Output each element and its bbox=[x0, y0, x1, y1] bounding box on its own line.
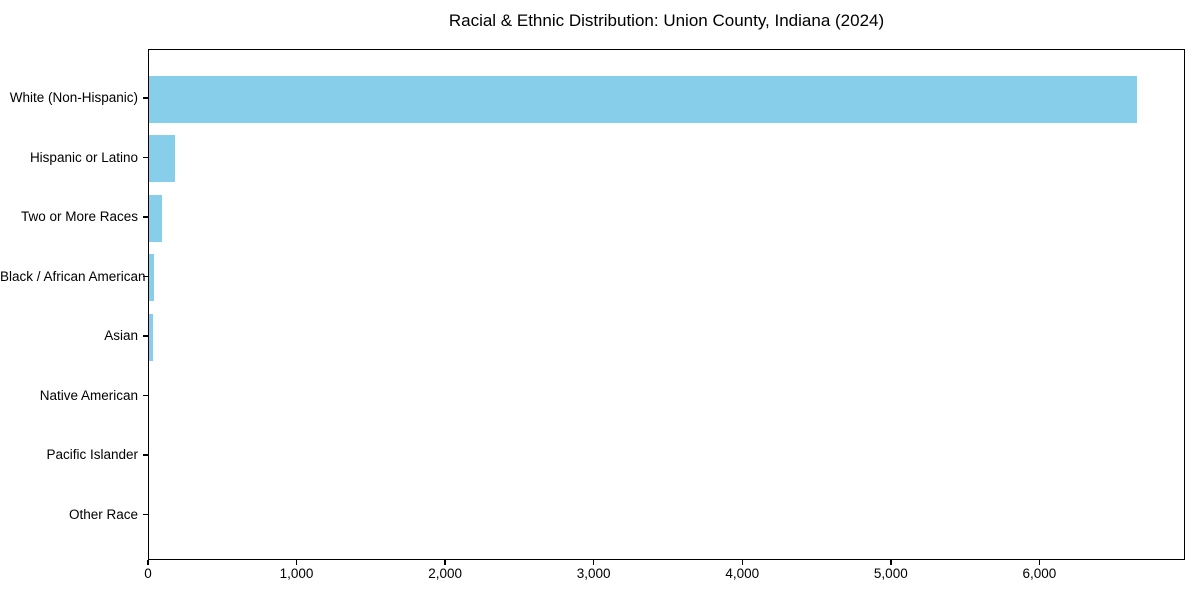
y-tick-mark bbox=[143, 335, 148, 337]
x-tick-label: 0 bbox=[144, 566, 152, 581]
x-tick-label: 1,000 bbox=[279, 566, 314, 581]
y-axis-label: Asian bbox=[104, 328, 138, 343]
x-tick-mark bbox=[147, 560, 149, 565]
bar bbox=[149, 254, 155, 301]
x-tick-mark bbox=[295, 560, 298, 565]
bar bbox=[149, 194, 163, 242]
y-axis-label: Black / African American bbox=[0, 268, 146, 284]
y-axis-label: Hispanic or Latino bbox=[29, 149, 138, 165]
x-tick-label: 4,000 bbox=[725, 566, 760, 581]
plot-area bbox=[148, 49, 1185, 560]
bar bbox=[149, 313, 153, 361]
chart-title: Racial & Ethnic Distribution: Union Coun… bbox=[448, 11, 885, 30]
y-axis-label: Native American bbox=[39, 387, 138, 403]
y-axis-label: Pacific Islander bbox=[46, 447, 138, 462]
y-tick-mark bbox=[143, 156, 148, 159]
y-axis-label: Other Race bbox=[68, 506, 138, 522]
x-tick-label: 5,000 bbox=[873, 566, 908, 581]
bar bbox=[149, 135, 175, 182]
bar bbox=[149, 75, 1137, 123]
x-tick-label: 2,000 bbox=[428, 566, 463, 581]
y-tick-mark bbox=[143, 97, 148, 99]
y-tick-mark bbox=[143, 275, 148, 278]
x-tick-label: 6,000 bbox=[1022, 566, 1057, 581]
y-tick-mark bbox=[143, 394, 148, 397]
x-tick-mark bbox=[444, 560, 446, 565]
x-tick-mark bbox=[592, 560, 595, 565]
y-tick-mark bbox=[143, 216, 148, 218]
x-tick-mark bbox=[1038, 560, 1041, 565]
y-tick-mark bbox=[143, 454, 148, 456]
x-tick-mark bbox=[890, 560, 892, 565]
y-tick-mark bbox=[143, 513, 148, 516]
y-axis-label: Two or More Races bbox=[20, 209, 138, 224]
y-axis-label: White (Non-Hispanic) bbox=[9, 90, 138, 105]
x-tick-mark bbox=[741, 560, 744, 565]
x-tick-label: 3,000 bbox=[576, 566, 611, 581]
